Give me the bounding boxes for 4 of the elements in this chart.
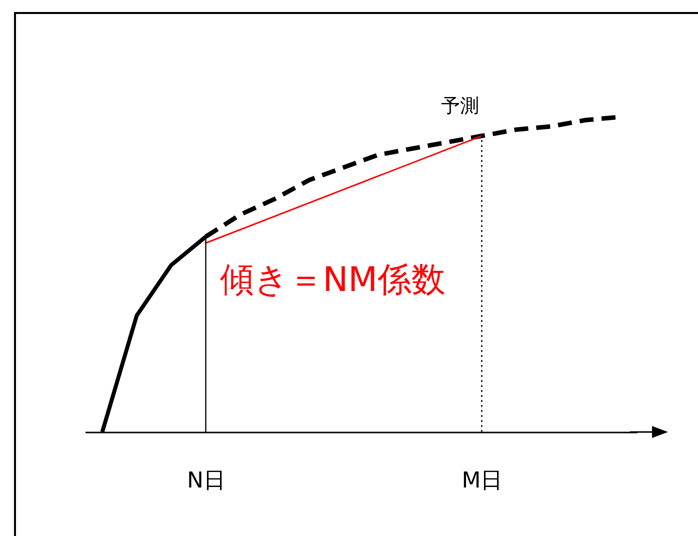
x-tick-label: M日 xyxy=(462,468,503,494)
series-label: 予測 xyxy=(440,94,479,117)
x-tick-label: N日 xyxy=(187,468,226,494)
series-label: 傾き＝NM係数 xyxy=(220,260,446,300)
